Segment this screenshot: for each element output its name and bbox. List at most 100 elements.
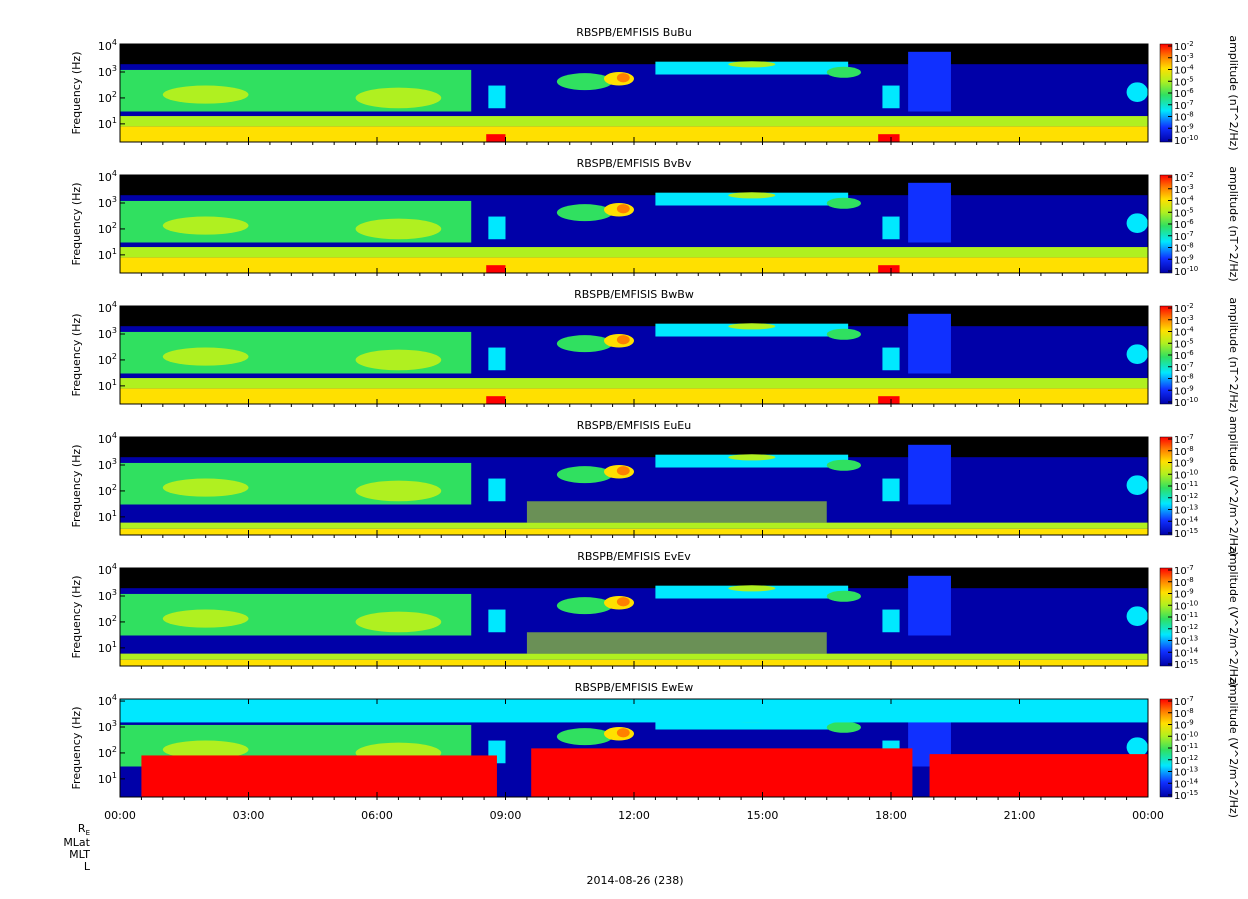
- x-tick-label: 21:00: [1004, 809, 1036, 822]
- panel-title: RBSPB/EMFISIS EwEw: [575, 681, 693, 694]
- chorus-1700: [826, 459, 862, 471]
- y-tick-label: 103: [98, 64, 117, 79]
- x-tick-label: 18:00: [875, 809, 907, 822]
- low-freq-peak-1800: [878, 265, 900, 273]
- colorbar-tick-label: 10-13: [1174, 635, 1198, 648]
- colorbar-label: amplitude (V^2/m^2/Hz): [1227, 678, 1240, 818]
- chorus-band-afternoon: [655, 61, 849, 75]
- colorbar-tick-label: 10-9: [1174, 384, 1194, 397]
- ephemeris-label-l: L: [83, 860, 90, 873]
- colorbar-tick-label: 10-8: [1174, 111, 1194, 124]
- colorbar-tick-label: 10-9: [1174, 122, 1194, 135]
- colorbar-tick-label: 10-7: [1174, 433, 1194, 446]
- y-tick-label: 102: [98, 352, 117, 367]
- emission-1130: [556, 73, 613, 91]
- broadband-noise-midday: [526, 501, 827, 523]
- broadband-1900: [908, 182, 951, 243]
- cusp-feature-1: [488, 347, 506, 371]
- hiss-enhancement-1: [162, 85, 249, 104]
- broadband-1900: [908, 444, 951, 505]
- emission-1130: [556, 204, 613, 222]
- y-axis-label: Frequency (Hz): [70, 52, 83, 135]
- emission-1130: [556, 728, 613, 746]
- colorbar-tick-label: 10-5: [1174, 206, 1194, 219]
- hiss-enhancement-2: [355, 480, 442, 502]
- emission-1145-core: [616, 466, 630, 476]
- y-tick-label: 101: [98, 771, 117, 786]
- colorbar-tick-label: 10-8: [1174, 576, 1194, 589]
- colorbar-tick-label: 10-7: [1174, 99, 1194, 112]
- emission-2345: [1126, 475, 1148, 495]
- y-tick-label: 104: [98, 169, 117, 184]
- saturated-band-2: [531, 748, 913, 797]
- hiss-enhancement-2: [355, 218, 442, 240]
- y-tick-label: 103: [98, 719, 117, 734]
- colorbar-tick-label: 10-10: [1174, 396, 1198, 409]
- chorus-1700: [826, 721, 862, 733]
- y-tick-label: 103: [98, 326, 117, 341]
- broadband-1900: [908, 575, 951, 636]
- panel-3: RBSPB/EMFISIS BwBw Frequency (Hz) 101 102 10…: [70, 288, 1240, 413]
- low-freq-transition: [120, 522, 1148, 529]
- cusp-feature-1: [488, 609, 506, 633]
- colorbar-tick-label: 10-13: [1174, 766, 1198, 779]
- hiss-enhancement-1: [162, 347, 249, 366]
- x-tick-label: 00:00: [1132, 809, 1164, 822]
- x-tick-label: 09:00: [490, 809, 522, 822]
- cusp-feature-1: [488, 85, 506, 109]
- colorbar-tick-label: 10-2: [1174, 302, 1194, 315]
- cusp-feature-1: [488, 478, 506, 502]
- colorbar-tick-label: 10-4: [1174, 326, 1194, 339]
- panel-title: RBSPB/EMFISIS BuBu: [576, 26, 692, 39]
- colorbar-tick-label: 10-15: [1174, 658, 1198, 671]
- colorbar-tick-label: 10-5: [1174, 75, 1194, 88]
- panel-1: RBSPB/EMFISIS BuBu Frequency (Hz) 101 102 10…: [70, 26, 1240, 151]
- x-tick-label: 12:00: [618, 809, 650, 822]
- y-axis-label: Frequency (Hz): [70, 576, 83, 659]
- chorus-1700: [826, 328, 862, 340]
- colorbar-tick-label: 10-5: [1174, 337, 1194, 350]
- emission-1145-core: [616, 728, 630, 738]
- y-tick-label: 102: [98, 614, 117, 629]
- colorbar-label: amplitude (nT^2/Hz): [1227, 297, 1240, 412]
- ephemeris-label-re: RE: [77, 822, 90, 838]
- y-axis-label: Frequency (Hz): [70, 445, 83, 528]
- colorbar-tick-label: 10-8: [1174, 445, 1194, 458]
- y-tick-label: 102: [98, 483, 117, 498]
- panel-title: RBSPB/EMFISIS BwBw: [574, 288, 694, 301]
- broadband-noise-midday: [526, 632, 827, 654]
- chorus-peak-1500: [728, 61, 776, 68]
- colorbar-tick-label: 10-10: [1174, 730, 1198, 743]
- colorbar-tick-label: 10-13: [1174, 504, 1198, 517]
- colorbar-tick-label: 10-6: [1174, 87, 1194, 100]
- colorbar-tick-label: 10-11: [1174, 611, 1198, 624]
- y-tick-label: 101: [98, 640, 117, 655]
- y-tick-label: 103: [98, 588, 117, 603]
- colorbar-tick-label: 10-15: [1174, 527, 1198, 540]
- low-freq-transition: [120, 116, 1148, 127]
- colorbar-tick-label: 10-7: [1174, 361, 1194, 374]
- hiss-enhancement-1: [162, 740, 249, 759]
- broadband-1900: [908, 51, 951, 112]
- emission-1130: [556, 335, 613, 353]
- saturated-band-3: [929, 754, 1148, 797]
- hiss-enhancement-2: [355, 611, 442, 633]
- colorbar-tick-label: 10-12: [1174, 492, 1198, 505]
- emission-1145-core: [616, 335, 630, 345]
- chorus-peak-1500: [728, 454, 776, 461]
- panel-title: RBSPB/EMFISIS EvEv: [577, 550, 691, 563]
- colorbar-tick-label: 10-10: [1174, 265, 1198, 278]
- emission-1145-core: [616, 73, 630, 83]
- y-tick-label: 101: [98, 378, 117, 393]
- emission-2345: [1126, 737, 1148, 757]
- x-tick-label: 03:00: [233, 809, 265, 822]
- broadband-1900: [908, 313, 951, 374]
- colorbar-tick-label: 10-2: [1174, 40, 1194, 53]
- emission-1145-core: [616, 204, 630, 214]
- colorbar-tick-label: 10-9: [1174, 719, 1194, 732]
- date-label: 2014-08-26 (238): [586, 874, 684, 887]
- panel-title: RBSPB/EMFISIS BvBv: [577, 157, 692, 170]
- colorbar-tick-label: 10-14: [1174, 646, 1199, 659]
- colorbar-tick-label: 10-14: [1174, 515, 1199, 528]
- emission-2345: [1126, 82, 1148, 102]
